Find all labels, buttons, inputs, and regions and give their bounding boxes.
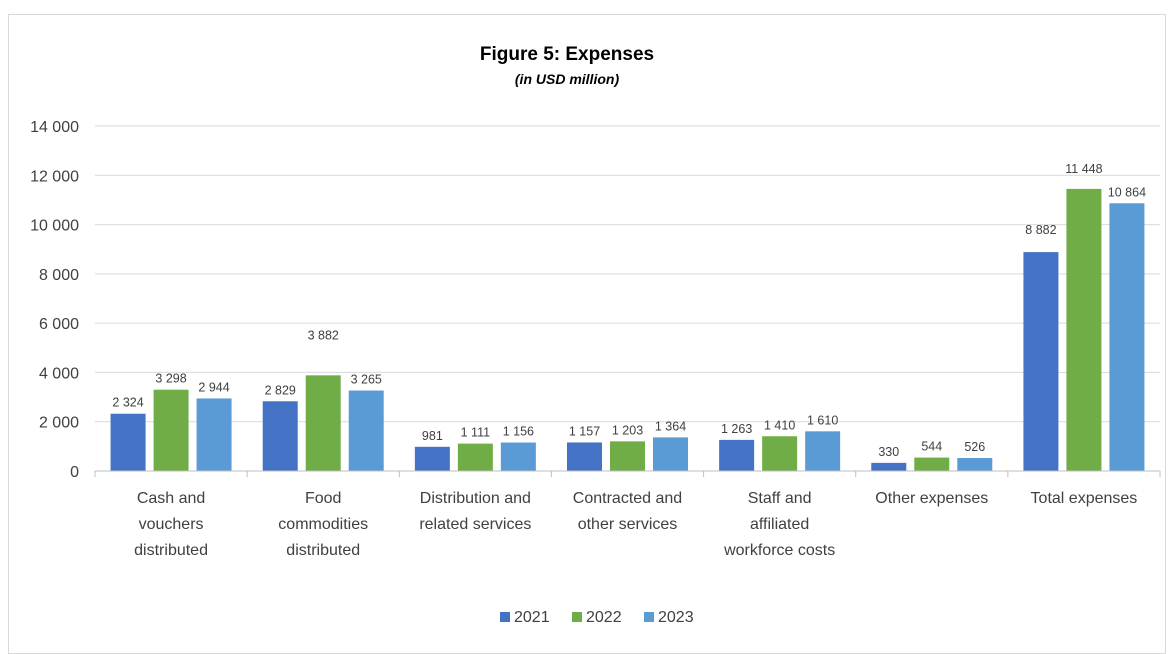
x-category-label: distributed bbox=[134, 542, 208, 559]
bar-2023 bbox=[500, 442, 536, 471]
bar-2022 bbox=[762, 436, 798, 471]
x-category-label: affiliated bbox=[750, 516, 809, 533]
bar-2023 bbox=[653, 437, 688, 471]
x-category-label: Cash and bbox=[137, 490, 206, 507]
y-tick-label: 6 000 bbox=[39, 316, 79, 333]
data-label: 544 bbox=[921, 440, 942, 454]
bar-2022 bbox=[1066, 188, 1102, 472]
data-label: 1 410 bbox=[764, 418, 795, 432]
x-category-label: Food bbox=[305, 490, 341, 507]
y-tick-label: 8 000 bbox=[39, 267, 79, 284]
bar-2023 bbox=[196, 398, 232, 471]
x-category-label: distributed bbox=[286, 542, 360, 559]
data-label: 1 263 bbox=[721, 422, 752, 436]
data-label: 1 203 bbox=[612, 423, 643, 437]
data-label: 3 265 bbox=[351, 373, 382, 387]
x-category-label: Other expenses bbox=[875, 490, 988, 507]
chart-title: Figure 5: Expenses bbox=[480, 44, 654, 65]
legend-swatch-2021 bbox=[500, 612, 510, 622]
bar-2023 bbox=[348, 390, 384, 471]
data-label: 1 610 bbox=[807, 413, 838, 427]
x-category-label: Contracted and bbox=[573, 490, 682, 507]
bar-2021 bbox=[262, 401, 298, 471]
data-label: 330 bbox=[878, 445, 899, 459]
bars bbox=[110, 188, 1145, 472]
x-category-label: Total expenses bbox=[1031, 490, 1138, 507]
bar-2021 bbox=[719, 439, 755, 471]
data-label: 3 882 bbox=[308, 328, 339, 342]
x-category-label: Distribution and bbox=[420, 490, 531, 507]
bar-2021 bbox=[871, 462, 907, 471]
data-label: 1 157 bbox=[569, 424, 600, 438]
bar-2022 bbox=[153, 389, 189, 471]
chart-frame bbox=[8, 14, 1166, 654]
bar-2021 bbox=[414, 446, 450, 471]
legend-swatch-2022 bbox=[572, 612, 582, 622]
bar-2022 bbox=[610, 441, 645, 471]
x-category-label: related services bbox=[419, 516, 531, 533]
x-category-label: commodities bbox=[278, 516, 368, 533]
bar-2021 bbox=[567, 442, 602, 471]
data-label: 2 944 bbox=[198, 380, 229, 394]
data-label: 2 324 bbox=[112, 396, 143, 410]
y-tick-label: 0 bbox=[70, 464, 79, 481]
bar-2023 bbox=[1109, 203, 1145, 471]
bar-2021 bbox=[110, 413, 146, 471]
legend: 2021 2022 2023 bbox=[500, 609, 694, 626]
bar-2023 bbox=[957, 458, 993, 471]
legend-swatch-2023 bbox=[644, 612, 654, 622]
chart-subtitle: (in USD million) bbox=[515, 71, 620, 87]
legend-label-2021: 2021 bbox=[514, 609, 550, 626]
x-category-label: other services bbox=[578, 516, 678, 533]
data-label: 526 bbox=[964, 440, 985, 454]
data-label: 8 882 bbox=[1025, 223, 1056, 237]
y-tick-label: 2 000 bbox=[39, 415, 79, 432]
data-label: 11 448 bbox=[1065, 162, 1102, 176]
y-tick-label: 10 000 bbox=[30, 218, 79, 235]
y-tick-label: 4 000 bbox=[39, 365, 79, 382]
x-axis: Cash and vouchers distributed Food commoditi… bbox=[94, 470, 1161, 559]
data-labels: 2 324 3 298 2 944 2 829 3 882 3 265 981 1 111 1 … bbox=[112, 162, 1146, 459]
gridlines bbox=[95, 125, 1160, 423]
bar-2022 bbox=[914, 457, 950, 471]
bar-2022 bbox=[305, 375, 341, 471]
data-label: 1 156 bbox=[503, 425, 534, 439]
legend-label-2023: 2023 bbox=[658, 609, 694, 626]
y-tick-label: 12 000 bbox=[30, 168, 79, 185]
data-label: 10 864 bbox=[1108, 185, 1146, 199]
data-label: 1 111 bbox=[461, 426, 490, 440]
bar-2023 bbox=[805, 431, 841, 471]
x-category-label: vouchers bbox=[139, 516, 204, 533]
x-category-label: Staff and bbox=[748, 490, 812, 507]
data-label: 1 364 bbox=[655, 419, 686, 433]
x-category-label: workforce costs bbox=[723, 542, 835, 559]
data-label: 3 298 bbox=[155, 372, 186, 386]
legend-label-2022: 2022 bbox=[586, 609, 622, 626]
data-label: 2 829 bbox=[265, 383, 296, 397]
bar-2022 bbox=[457, 443, 493, 471]
data-label: 981 bbox=[422, 429, 443, 443]
bar-2021 bbox=[1023, 252, 1059, 471]
y-axis: 0 2 000 4 000 6 000 8 000 10 000 12 000 14 000 bbox=[30, 119, 79, 481]
y-tick-label: 14 000 bbox=[30, 119, 79, 136]
